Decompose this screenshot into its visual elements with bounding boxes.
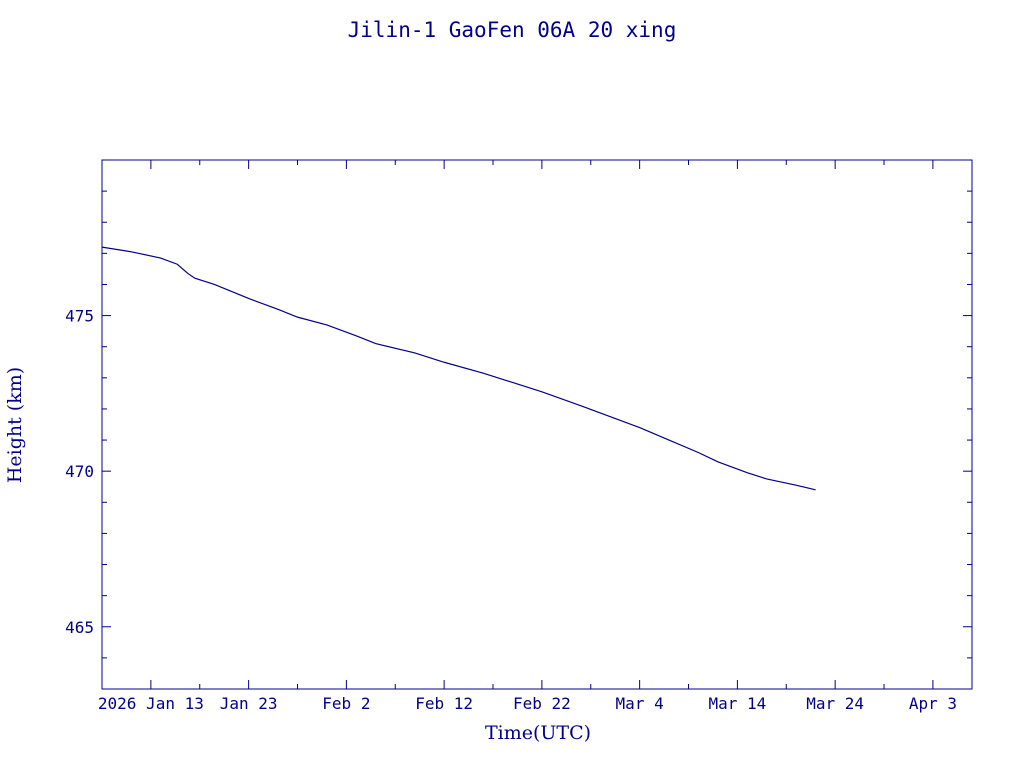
plot-frame xyxy=(101,159,973,690)
x-tick-label: Mar 4 xyxy=(616,694,664,713)
x-tick-label: Apr 3 xyxy=(909,694,957,713)
chart-title: Jilin-1 GaoFen 06A 20 xing xyxy=(348,18,677,42)
x-tick-label: Feb 22 xyxy=(513,694,571,713)
y-axis-tick-labels: 465 470 475 xyxy=(65,307,94,637)
y-tick-label: 470 xyxy=(65,462,94,481)
x-axis-label: Time(UTC) xyxy=(485,722,591,744)
x-tick-label: 2026 Jan 13 xyxy=(98,694,204,713)
x-tick-label: Jan 23 xyxy=(220,694,278,713)
x-tick-label: Mar 14 xyxy=(708,694,766,713)
y-axis-label: Height (km) xyxy=(4,367,26,483)
x-axis-tick-labels: 2026 Jan 13 Jan 23 Feb 2 Feb 12 Feb 22 Mar 4 M… xyxy=(98,694,957,713)
x-axis-ticks xyxy=(150,160,934,689)
y-axis-ticks xyxy=(102,190,972,659)
y-tick-label: 465 xyxy=(65,618,94,637)
height-series-line xyxy=(101,246,816,491)
x-tick-label: Feb 2 xyxy=(322,694,370,713)
x-tick-label: Mar 24 xyxy=(806,694,864,713)
x-tick-label: Feb 12 xyxy=(415,694,473,713)
y-tick-label: 475 xyxy=(65,307,94,326)
